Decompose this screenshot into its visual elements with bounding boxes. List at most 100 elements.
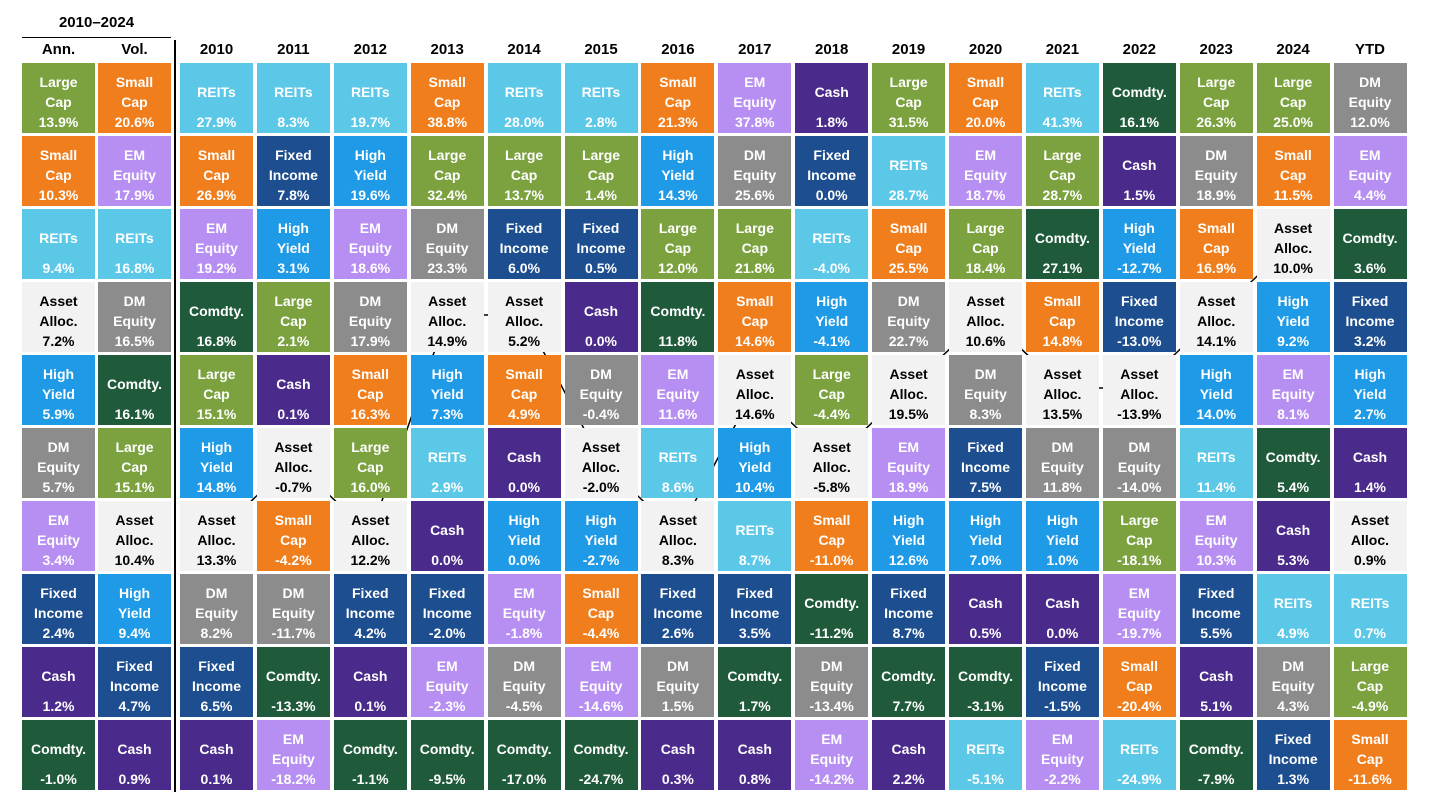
- asset-label: EM Equity: [810, 731, 854, 767]
- cell-label-box: Large Cap: [257, 286, 330, 336]
- asset-cell: Large Cap 18.4%: [949, 209, 1022, 279]
- cell-label-box: Cash: [641, 724, 714, 774]
- cell-label-box: REITs: [872, 140, 945, 190]
- cell-label-box: Fixed Income: [257, 140, 330, 190]
- asset-return: 26.9%: [196, 187, 237, 203]
- asset-return: 19.6%: [350, 187, 391, 203]
- asset-cell: Comdty. -1.0%: [22, 720, 95, 790]
- cell-label-box: Cash: [872, 724, 945, 774]
- asset-return: 14.1%: [1196, 333, 1237, 349]
- cell-label-box: Asset Alloc.: [488, 286, 561, 336]
- asset-return: 11.8%: [658, 333, 698, 349]
- asset-return: 17.9%: [350, 333, 391, 349]
- asset-return: -4.1%: [813, 333, 850, 349]
- asset-label: Asset Alloc.: [351, 512, 390, 548]
- asset-cell: Asset Alloc. 10.4%: [98, 501, 171, 571]
- asset-label: High Yield: [1353, 366, 1387, 402]
- asset-return: 1.8%: [815, 114, 848, 130]
- column-heading: 2022: [1122, 41, 1156, 58]
- asset-return: 1.2%: [42, 698, 75, 714]
- cell-label-box: Asset Alloc.: [949, 286, 1022, 336]
- asset-return: -11.6%: [1348, 771, 1392, 787]
- cell-label-box: DM Equity: [641, 651, 714, 701]
- cell-label-box: Small Cap: [949, 67, 1022, 117]
- asset-label: Cash: [199, 741, 234, 757]
- asset-cell: Comdty. -24.7%: [564, 720, 638, 790]
- cell-label-box: Large Cap: [180, 359, 253, 409]
- asset-label: REITs: [427, 449, 467, 465]
- asset-return: 16.5%: [114, 333, 155, 349]
- asset-return: 10.6%: [965, 333, 1006, 349]
- asset-cell: Comdty. 11.8%: [641, 282, 715, 352]
- asset-cell: Fixed Income 5.5%: [1179, 574, 1253, 644]
- cell-label-box: High Yield: [488, 505, 561, 555]
- asset-cell: Small Cap 20.0%: [949, 63, 1022, 133]
- asset-return: 13.7%: [504, 187, 544, 203]
- asset-label: Fixed Income: [422, 585, 472, 621]
- asset-return: 0.1%: [200, 771, 233, 787]
- asset-return: 14.0%: [1196, 406, 1237, 422]
- asset-return: 18.9%: [888, 479, 929, 495]
- asset-return: 7.7%: [892, 698, 925, 714]
- asset-cell: Asset Alloc. -2.0%: [564, 428, 638, 498]
- asset-cell: EM Equity -2.2%: [1025, 720, 1099, 790]
- asset-return: 2.8%: [585, 114, 617, 130]
- asset-label: DM Equity: [1041, 439, 1084, 475]
- cell-label-box: Cash: [1026, 578, 1099, 628]
- asset-cell: Large Cap -4.4%: [795, 355, 869, 425]
- cell-label-box: DM Equity: [872, 286, 945, 336]
- column-heading: 2015: [584, 41, 618, 58]
- asset-cell: EM Equity 17.9%: [98, 136, 171, 206]
- asset-return: 28.7%: [1042, 187, 1083, 203]
- cell-label-box: Cash: [795, 67, 868, 117]
- asset-return: -13.9%: [1117, 406, 1162, 422]
- asset-return: 2.1%: [277, 333, 310, 349]
- cell-label-box: DM Equity: [1103, 432, 1176, 482]
- asset-cell: EM Equity -1.8%: [487, 574, 561, 644]
- asset-cell: Small Cap 11.5%: [1256, 136, 1330, 206]
- asset-cell: Large Cap 2.1%: [256, 282, 330, 352]
- asset-label: Small Cap: [505, 366, 543, 402]
- asset-return: 11.4%: [1196, 479, 1236, 495]
- asset-cell: REITs 2.9%: [410, 428, 484, 498]
- asset-label: Fixed Income: [345, 585, 395, 621]
- asset-cell: Large Cap 31.5%: [872, 63, 946, 133]
- asset-label: Fixed Income: [192, 658, 242, 694]
- asset-return: -13.0%: [1117, 333, 1162, 349]
- asset-cell: Asset Alloc. -13.9%: [1102, 355, 1176, 425]
- asset-return: 0.3%: [661, 771, 694, 787]
- cell-label-box: Small Cap: [1334, 724, 1407, 774]
- asset-return: 1.5%: [661, 698, 694, 714]
- asset-cell: Cash 5.1%: [1179, 647, 1253, 717]
- cell-label-box: High Yield: [98, 578, 171, 628]
- asset-return: 3.1%: [277, 260, 310, 276]
- cell-label-box: High Yield: [1026, 505, 1099, 555]
- asset-cell: Fixed Income 0.5%: [564, 209, 638, 279]
- asset-label: High Yield: [1122, 220, 1156, 256]
- asset-label: Fixed Income: [1191, 585, 1241, 621]
- asset-cell: EM Equity 19.2%: [180, 209, 253, 279]
- asset-return: 25.0%: [1273, 114, 1313, 130]
- cell-label-box: Large Cap: [1334, 651, 1407, 701]
- cell-label-box: REITs: [795, 213, 868, 263]
- asset-cell: EM Equity 18.6%: [333, 209, 407, 279]
- cell-label-box: Comdty.: [1103, 67, 1176, 117]
- cell-label-box: REITs: [1334, 578, 1407, 628]
- asset-cell: DM Equity 1.5%: [641, 647, 715, 717]
- cell-label-box: Fixed Income: [1103, 286, 1176, 336]
- asset-label: Fixed Income: [730, 585, 780, 621]
- cell-label-box: High Yield: [795, 286, 868, 336]
- cell-label-box: REITs: [718, 505, 791, 555]
- asset-cell: DM Equity 17.9%: [333, 282, 407, 352]
- asset-cell: Asset Alloc. 14.1%: [1179, 282, 1253, 352]
- asset-cell: DM Equity 11.8%: [1025, 428, 1099, 498]
- cell-label-box: Large Cap: [411, 140, 484, 190]
- cell-label-box: DM Equity: [565, 359, 638, 409]
- asset-label: Asset Alloc.: [735, 366, 774, 402]
- asset-return: 4.7%: [118, 698, 151, 714]
- asset-return: 5.7%: [42, 479, 75, 495]
- cell-label-box: High Yield: [949, 505, 1022, 555]
- cell-label-box: EM Equity: [795, 724, 868, 774]
- cell-label-box: DM Equity: [1180, 140, 1253, 190]
- asset-label: EM Equity: [425, 658, 469, 694]
